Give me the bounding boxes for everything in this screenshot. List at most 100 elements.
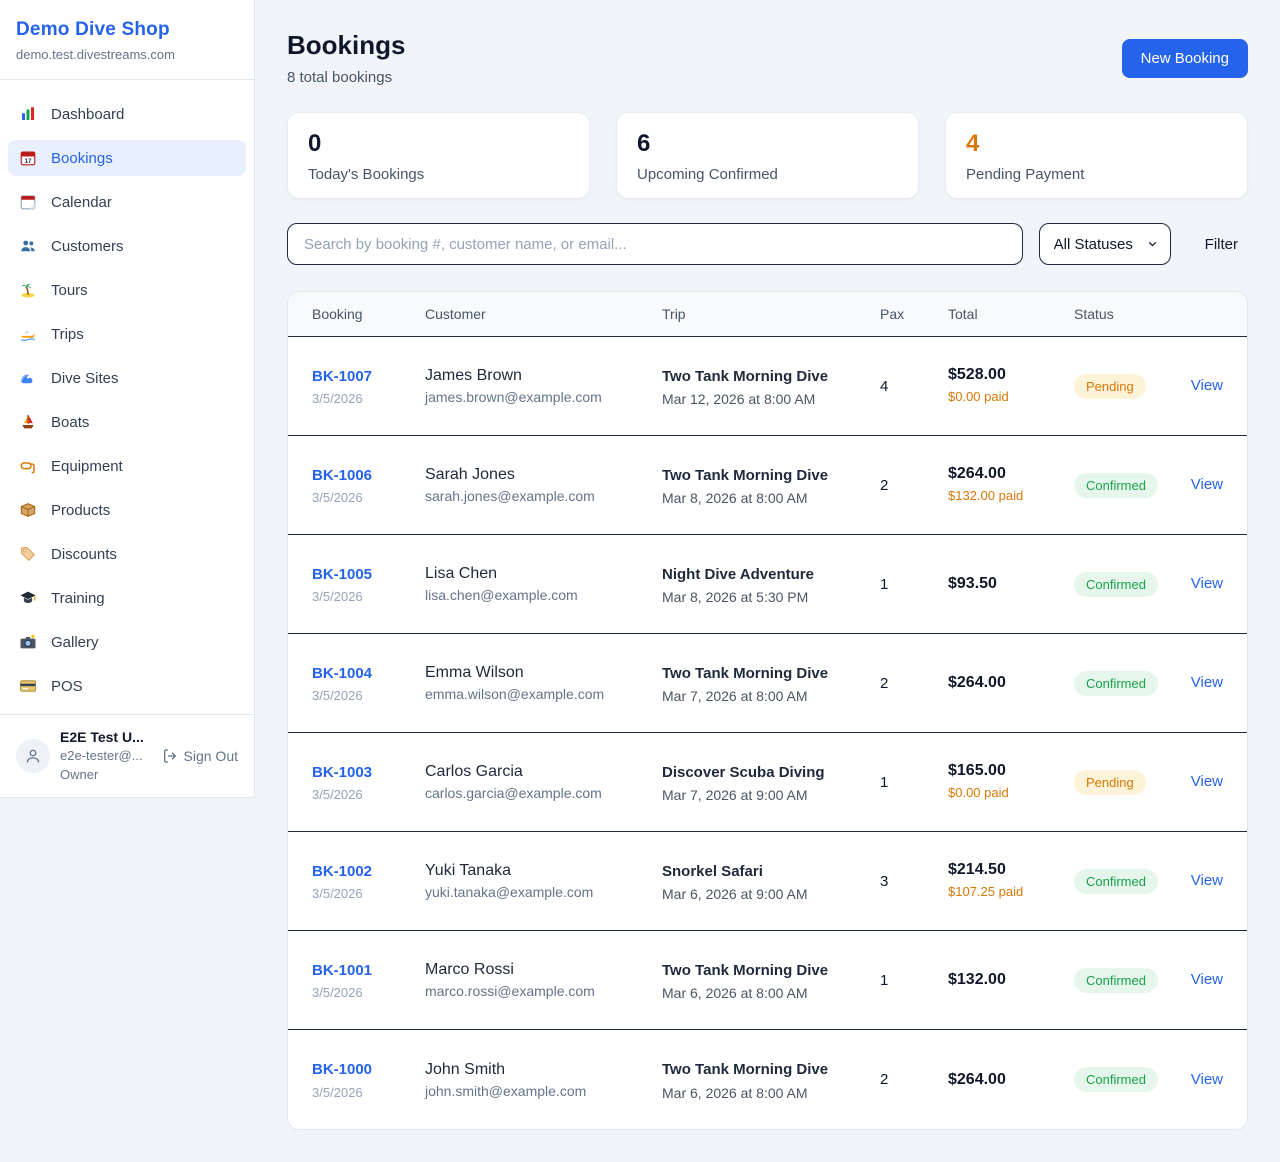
booking-id-link[interactable]: BK-1000: [312, 1061, 373, 1079]
trip-datetime: Mar 6, 2026 at 8:00 AM: [662, 985, 808, 1002]
sidebar-item-label: Dive Sites: [51, 369, 119, 387]
view-link[interactable]: View: [1190, 773, 1223, 790]
sidebar-item-label: Tours: [51, 281, 88, 299]
column-header-total: Total: [948, 306, 978, 322]
view-link[interactable]: View: [1190, 377, 1223, 394]
calendar-icon: [18, 192, 38, 212]
status-filter-select[interactable]: All Statuses: [1038, 223, 1171, 265]
table-row: BK-1004 3/5/2026 Emma Wilson emma.wilson@e…: [288, 634, 1247, 733]
trip-name: Two Tank Morning Dive: [662, 367, 829, 385]
stat-value: 4: [966, 130, 980, 157]
bookings-icon: 17: [18, 148, 38, 168]
view-link[interactable]: View: [1190, 476, 1223, 493]
trips-icon: [18, 324, 38, 344]
sidebar-item-label: Products: [51, 501, 111, 519]
total-amount: $264.00: [948, 464, 1006, 482]
pax-count: 1: [880, 971, 889, 989]
sidebar-nav: Dashboard 17 Bookings Calendar Customers…: [0, 80, 254, 714]
customer-name: Lisa Chen: [425, 565, 498, 582]
equipment-icon: [18, 456, 38, 476]
sidebar-item-label: Calendar: [51, 193, 112, 211]
tours-icon: [18, 280, 38, 300]
sidebar-item-bookings[interactable]: 17 Bookings: [8, 140, 246, 176]
trip-datetime: Mar 8, 2026 at 5:30 PM: [662, 589, 809, 606]
column-header-customer: Customer: [425, 306, 486, 322]
boats-icon: [18, 412, 38, 432]
view-link[interactable]: View: [1190, 1070, 1223, 1088]
gallery-icon: [18, 632, 38, 652]
customer-email: james.brown@example.com: [425, 389, 602, 405]
total-amount: $264.00: [948, 1070, 1006, 1088]
stat-card-upcoming-confirmed: 6 Upcoming Confirmed: [616, 112, 919, 199]
customer-name: Marco Rossi: [425, 961, 514, 978]
booking-id-link[interactable]: BK-1004: [312, 664, 373, 682]
sidebar-item-boats[interactable]: Boats: [8, 404, 246, 440]
bookings-table: Booking Customer Trip Pax Total Status B…: [287, 291, 1248, 1130]
status-badge: Confirmed: [1074, 868, 1158, 894]
sidebar-item-trips[interactable]: Trips: [8, 316, 246, 352]
table-row: BK-1006 3/5/2026 Sarah Jones sarah.jones@e…: [288, 436, 1247, 535]
total-amount: $165.00: [948, 761, 1006, 779]
sidebar-item-dive-sites[interactable]: Dive Sites: [8, 360, 246, 396]
sidebar-item-discounts[interactable]: Discounts: [8, 536, 246, 572]
filter-button[interactable]: Filter: [1195, 236, 1248, 253]
sidebar-item-pos[interactable]: POS: [8, 668, 246, 704]
customer-name: Sarah Jones: [425, 466, 515, 483]
sign-out-button[interactable]: Sign Out: [162, 748, 238, 764]
sign-out-label: Sign Out: [183, 748, 238, 765]
products-icon: [18, 500, 38, 520]
sidebar-item-label: Training: [51, 589, 105, 607]
total-amount: $93.50: [948, 575, 997, 592]
user-name: E2E Test U...: [60, 729, 144, 746]
stat-value: 0: [308, 130, 322, 157]
new-booking-button[interactable]: New Booking: [1121, 39, 1248, 78]
trip-name: Discover Scuba Diving: [662, 763, 825, 781]
sidebar-item-customers[interactable]: Customers: [8, 228, 246, 264]
column-header-trip: Trip: [662, 306, 686, 322]
stat-label: Upcoming Confirmed: [637, 165, 778, 183]
view-link[interactable]: View: [1190, 674, 1223, 691]
sidebar-item-equipment[interactable]: Equipment: [8, 448, 246, 484]
sidebar-item-label: POS: [51, 677, 83, 695]
view-link[interactable]: View: [1190, 971, 1223, 988]
paid-amount: $107.25 paid: [948, 883, 1024, 899]
status-badge: Pending: [1074, 373, 1146, 399]
sidebar-item-products[interactable]: Products: [8, 492, 246, 528]
trip-datetime: Mar 7, 2026 at 9:00 AM: [662, 787, 808, 804]
status-filter-wrap: All Statuses: [1038, 223, 1171, 265]
total-amount: $214.50: [948, 860, 1006, 878]
sidebar-item-calendar[interactable]: Calendar: [8, 184, 246, 220]
search-input[interactable]: [287, 223, 1023, 265]
sidebar-item-gallery[interactable]: Gallery: [8, 624, 246, 660]
page-subtitle: 8 total bookings: [287, 69, 393, 86]
sidebar-item-tours[interactable]: Tours: [8, 272, 246, 308]
trip-name: Two Tank Morning Dive: [662, 664, 829, 682]
sidebar-item-training[interactable]: Training: [8, 580, 246, 616]
sidebar-item-dashboard[interactable]: Dashboard: [8, 96, 246, 132]
sidebar-item-label: Bookings: [51, 149, 113, 167]
booking-id-link[interactable]: BK-1001: [312, 961, 373, 979]
customer-email: yuki.tanaka@example.com: [425, 884, 594, 900]
trip-datetime: Mar 8, 2026 at 8:00 AM: [662, 490, 808, 507]
user-role: Owner: [60, 767, 99, 783]
sidebar-item-label: Trips: [51, 325, 84, 343]
view-link[interactable]: View: [1190, 575, 1223, 592]
page-header-text: Bookings 8 total bookings: [287, 30, 405, 86]
trip-name: Night Dive Adventure: [662, 565, 814, 583]
booking-date: 3/5/2026: [312, 589, 363, 605]
status-badge: Confirmed: [1074, 571, 1158, 597]
booking-id-link[interactable]: BK-1003: [312, 763, 373, 781]
sidebar-header: Demo Dive Shop demo.test.divestreams.com: [0, 0, 254, 80]
svg-text:17: 17: [24, 158, 32, 165]
status-badge: Confirmed: [1074, 967, 1158, 993]
booking-id-link[interactable]: BK-1006: [312, 466, 373, 484]
view-link[interactable]: View: [1190, 872, 1223, 889]
sidebar-item-label: Gallery: [51, 633, 99, 651]
booking-id-link[interactable]: BK-1005: [312, 565, 373, 583]
trip-name: Two Tank Morning Dive: [662, 961, 829, 979]
customer-email: john.smith@example.com: [425, 1082, 587, 1099]
booking-id-link[interactable]: BK-1007: [312, 367, 373, 385]
discounts-icon: [18, 544, 38, 564]
booking-id-link[interactable]: BK-1002: [312, 862, 373, 880]
customer-email: marco.rossi@example.com: [425, 983, 595, 999]
